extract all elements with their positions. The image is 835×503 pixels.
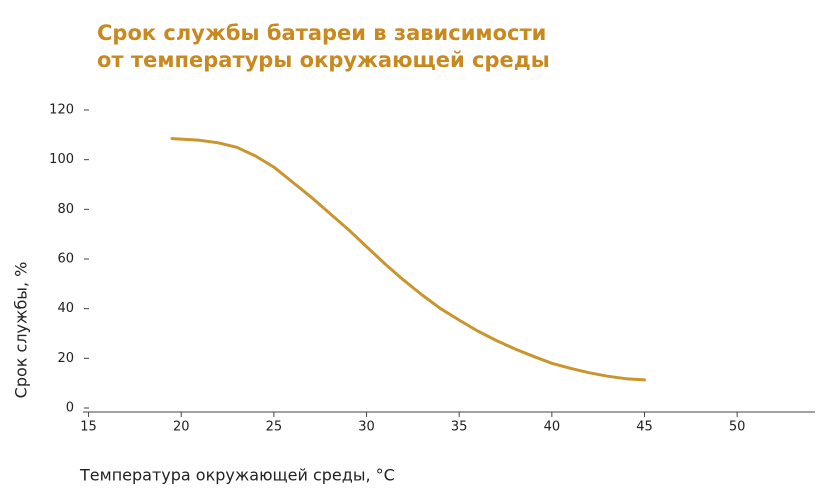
- x-tick-label: 30: [358, 420, 375, 435]
- y-tick-label: 120: [49, 103, 74, 118]
- y-axis-title: Срок службы, %: [12, 262, 31, 399]
- x-tick-label: 45: [636, 420, 653, 435]
- x-tick-label: 15: [80, 420, 97, 435]
- x-tick-label: 40: [544, 420, 561, 435]
- y-tick-label: 40: [57, 301, 74, 316]
- y-tick-label: 20: [57, 351, 74, 366]
- x-tick-label: 20: [173, 420, 190, 435]
- data-line: [170, 137, 646, 382]
- x-tick-label: 35: [451, 420, 468, 435]
- chart-title: Срок службы батареи в зависимости: [97, 21, 546, 45]
- y-tick-label: 0: [66, 401, 74, 416]
- chart-title: от температуры окружающей среды: [97, 48, 550, 72]
- y-tick-label: 100: [49, 152, 74, 167]
- y-tick-label: 60: [57, 252, 74, 267]
- x-axis-title: Температура окружающей среды, °С: [79, 466, 395, 485]
- y-tick-label: 80: [57, 202, 74, 217]
- x-tick-label: 50: [729, 420, 746, 435]
- x-tick-label: 25: [266, 420, 283, 435]
